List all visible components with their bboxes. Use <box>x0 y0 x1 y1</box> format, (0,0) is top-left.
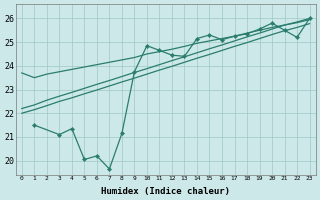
X-axis label: Humidex (Indice chaleur): Humidex (Indice chaleur) <box>101 187 230 196</box>
